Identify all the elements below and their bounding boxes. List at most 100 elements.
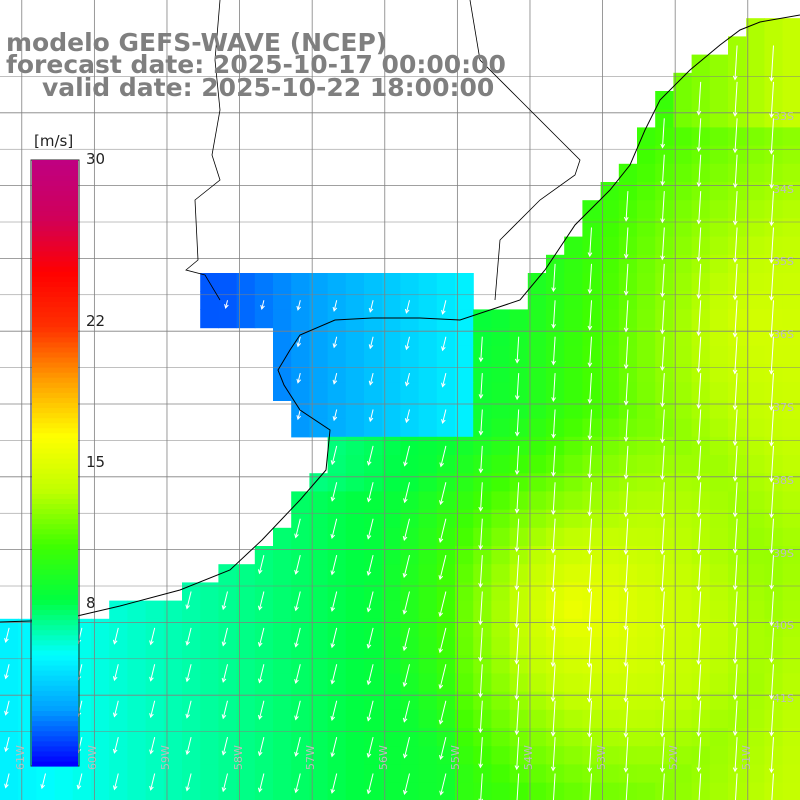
colorbar-segment bbox=[32, 478, 78, 484]
wind-arrow bbox=[404, 409, 410, 424]
wind-speed-cell bbox=[600, 218, 620, 238]
wind-speed-cell bbox=[309, 600, 329, 620]
wind-arrow bbox=[696, 227, 702, 262]
colorbar-segment bbox=[32, 473, 78, 479]
wind-speed-cell bbox=[455, 436, 474, 456]
colorbar-segment bbox=[32, 367, 78, 373]
wind-speed-cell bbox=[364, 709, 383, 729]
wind-speed-cell bbox=[382, 345, 401, 365]
wind-arrow bbox=[551, 336, 556, 366]
wind-speed-cell bbox=[637, 782, 656, 800]
wind-speed-cell bbox=[618, 163, 638, 183]
colorbar-segment bbox=[32, 341, 78, 348]
wind-speed-cell bbox=[600, 564, 620, 583]
wind-speed-cell bbox=[746, 455, 765, 474]
wind-speed-cell bbox=[327, 637, 347, 656]
wind-speed-cell bbox=[436, 746, 456, 765]
wind-speed-cell bbox=[673, 109, 693, 128]
wind-speed-cell bbox=[364, 564, 383, 583]
colorbar-segment bbox=[32, 180, 78, 186]
wind-speed-cell bbox=[345, 582, 365, 602]
wind-speed-cell bbox=[527, 691, 547, 711]
colorbar-segment bbox=[32, 715, 78, 722]
wind-speed-cell bbox=[709, 364, 729, 383]
wind-speed-cell bbox=[418, 746, 438, 765]
wind-speed-cell bbox=[655, 673, 674, 693]
colorbar-segment bbox=[32, 685, 78, 691]
wind-speed-cell bbox=[600, 746, 620, 765]
wind-arrow bbox=[732, 664, 738, 701]
wind-speed-cell bbox=[273, 673, 292, 693]
wind-speed-cell bbox=[127, 673, 147, 693]
colorbar-segment bbox=[32, 574, 78, 580]
wind-speed-cell bbox=[109, 637, 128, 656]
wind-speed-cell bbox=[291, 491, 310, 511]
wind-arrow bbox=[660, 482, 665, 518]
wind-speed-cell bbox=[709, 200, 729, 219]
wind-speed-cell bbox=[637, 655, 656, 674]
wind-speed-cell bbox=[709, 127, 729, 147]
wind-arrow bbox=[769, 555, 774, 590]
wind-speed-cell bbox=[72, 782, 92, 800]
wind-speed-cell bbox=[509, 491, 529, 511]
latitude-label: 35S bbox=[773, 255, 794, 269]
wind-speed-cell bbox=[509, 527, 529, 547]
wind-speed-cell bbox=[382, 546, 401, 565]
wind-speed-cell bbox=[637, 600, 656, 620]
wind-speed-cell bbox=[455, 764, 474, 784]
wind-speed-cell bbox=[746, 418, 765, 438]
wind-speed-cell bbox=[418, 673, 438, 693]
wind-arrow bbox=[550, 591, 556, 631]
wind-speed-cell bbox=[455, 364, 474, 383]
wind-speed-cell bbox=[345, 527, 365, 547]
wind-speed-cell bbox=[600, 509, 620, 529]
wind-speed-cell bbox=[746, 273, 765, 292]
wind-speed-cell bbox=[764, 673, 784, 693]
wind-speed-cell bbox=[637, 673, 656, 693]
wind-speed-cell bbox=[673, 691, 693, 711]
wind-speed-cell bbox=[673, 709, 693, 729]
wind-speed-cell bbox=[673, 473, 693, 492]
wind-speed-cell bbox=[709, 455, 729, 474]
wind-speed-cell bbox=[564, 291, 583, 310]
colorbar-segment bbox=[32, 382, 78, 388]
colorbar-segment bbox=[32, 735, 78, 742]
wind-speed-cell bbox=[546, 600, 565, 620]
wind-speed-cell bbox=[782, 382, 800, 401]
wind-speed-cell bbox=[345, 709, 365, 729]
wind-speed-cell bbox=[364, 491, 383, 511]
colorbar-segment bbox=[32, 316, 78, 323]
wind-speed-cell bbox=[309, 364, 329, 383]
wind-speed-cell bbox=[455, 564, 474, 583]
wind-speed-cell bbox=[273, 746, 292, 765]
wind-speed-cell bbox=[764, 91, 784, 110]
wind-speed-cell bbox=[564, 637, 583, 656]
wind-speed-cell bbox=[564, 691, 583, 711]
wind-speed-cell bbox=[509, 673, 529, 693]
wind-speed-cell bbox=[455, 400, 474, 420]
wind-speed-cell bbox=[618, 491, 638, 511]
wind-speed-cell bbox=[418, 728, 438, 747]
wind-speed-cell bbox=[782, 291, 800, 310]
colorbar-segment bbox=[32, 205, 78, 212]
wind-speed-cell bbox=[673, 291, 693, 310]
colorbar-segment bbox=[32, 564, 78, 570]
wind-arrow bbox=[221, 627, 228, 647]
wind-speed-cell bbox=[618, 273, 638, 292]
wind-speed-cell bbox=[782, 746, 800, 765]
wind-speed-cell bbox=[491, 382, 511, 401]
wind-speed-cell bbox=[691, 345, 711, 365]
wind-speed-cell bbox=[309, 618, 329, 638]
wind-arrow bbox=[550, 700, 556, 737]
wind-speed-cell bbox=[746, 309, 765, 329]
wind-speed-cell bbox=[418, 273, 438, 292]
wind-speed-cell bbox=[764, 309, 784, 329]
wind-speed-cell bbox=[746, 746, 765, 765]
wind-speed-cell bbox=[0, 782, 19, 800]
wind-speed-cell bbox=[473, 637, 492, 656]
wind-speed-cell bbox=[273, 637, 292, 656]
wind-speed-cell bbox=[564, 436, 583, 456]
wind-speed-cell bbox=[491, 637, 511, 656]
wind-speed-cell bbox=[728, 309, 747, 329]
wind-speed-cell bbox=[491, 473, 511, 492]
